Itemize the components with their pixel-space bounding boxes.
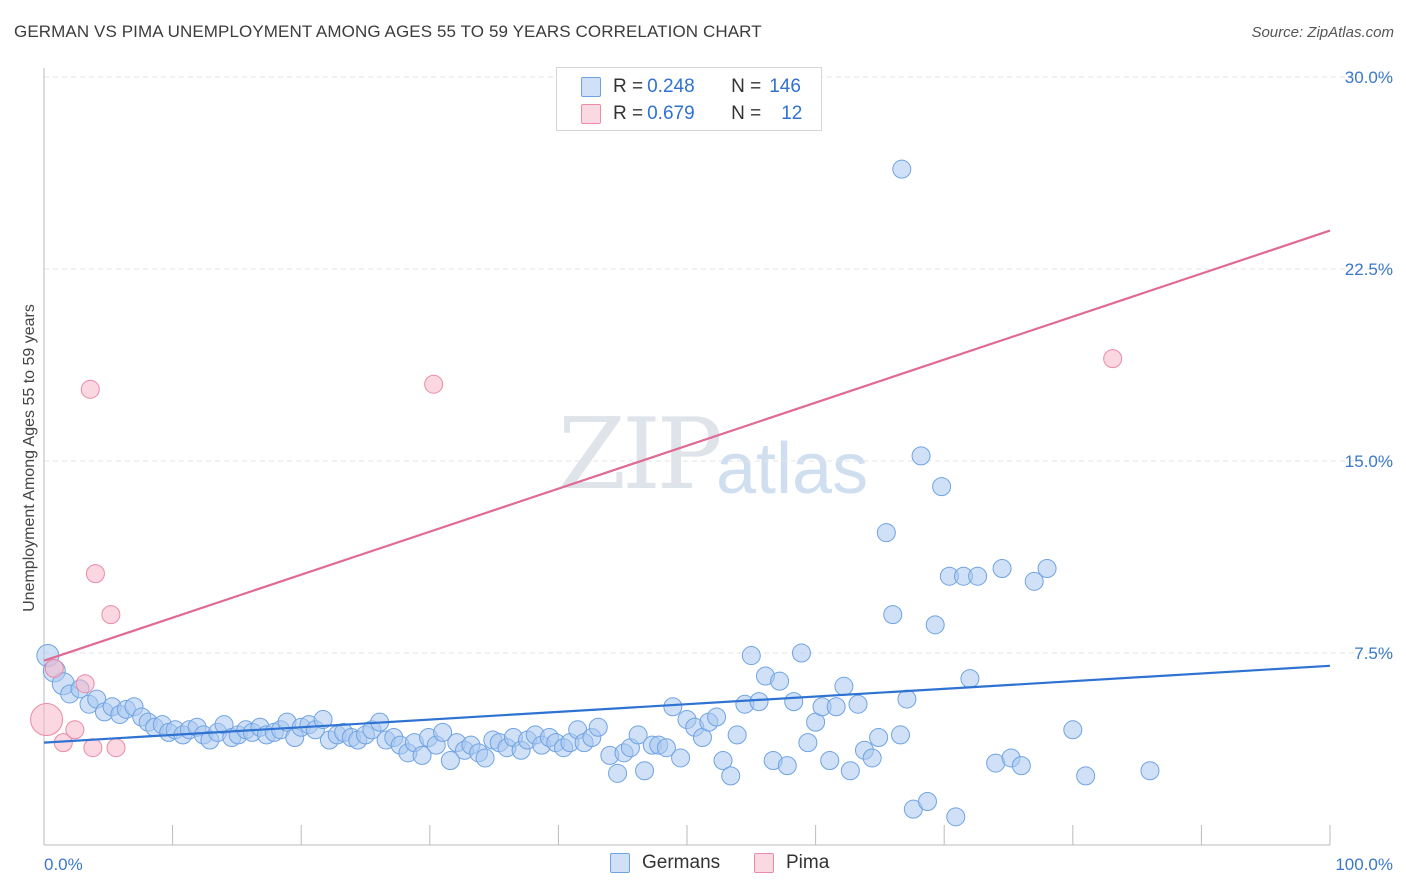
legend-r-label: R = xyxy=(613,76,644,97)
legend-n-label: N = xyxy=(731,103,762,124)
germans-point xyxy=(475,748,495,768)
germans-point xyxy=(635,761,655,781)
pima-point xyxy=(75,674,95,694)
legend-r-label: R = xyxy=(613,103,644,124)
germans-point xyxy=(1076,766,1096,786)
germans-point xyxy=(656,738,676,758)
legend-swatch-germans xyxy=(610,853,630,873)
germans-point xyxy=(412,745,432,765)
series-legend: Germans Pima xyxy=(0,852,1406,876)
germans-point xyxy=(727,725,747,745)
y-tick-label: 15.0% xyxy=(1345,452,1393,471)
source-label: Source: ZipAtlas.com xyxy=(1251,24,1394,41)
pima-point xyxy=(424,374,444,394)
legend-swatch-pima xyxy=(754,853,774,873)
legend-swatch-pima xyxy=(581,104,601,124)
germans-point xyxy=(840,761,860,781)
germans-point xyxy=(1011,756,1031,776)
legend-item-germans: Germans xyxy=(610,852,720,874)
germans-trend-line xyxy=(43,664,1331,744)
germans-point xyxy=(876,523,896,543)
germans-point xyxy=(925,615,945,635)
germans-point xyxy=(960,669,980,689)
germans-point xyxy=(313,710,333,730)
germans-point xyxy=(433,722,453,742)
germans-point xyxy=(671,748,691,768)
germans-point xyxy=(663,697,683,717)
germans-point xyxy=(826,697,846,717)
germans-point xyxy=(588,717,608,737)
germans-point xyxy=(1063,720,1083,740)
pima-point xyxy=(65,720,85,740)
x-tick-label: 100.0% xyxy=(1335,855,1393,874)
germans-point xyxy=(968,566,988,586)
germans-point xyxy=(1024,571,1044,591)
germans-point xyxy=(741,646,761,666)
germans-point xyxy=(946,807,966,827)
germans-point xyxy=(892,159,912,179)
pima-point xyxy=(44,658,64,678)
germans-point xyxy=(791,643,811,663)
germans-point xyxy=(721,766,741,786)
germans-point xyxy=(883,605,903,625)
germans-point xyxy=(862,748,882,768)
pima-point xyxy=(30,703,64,737)
germans-point xyxy=(749,692,769,712)
germans-point xyxy=(834,676,854,696)
germans-point xyxy=(777,756,797,776)
germans-point xyxy=(713,751,733,771)
germans-point xyxy=(917,791,937,811)
pima-point xyxy=(85,564,105,584)
germans-point xyxy=(770,671,790,691)
watermark-atlas: atlas xyxy=(716,429,869,509)
germans-point xyxy=(784,692,804,712)
germans-point xyxy=(820,751,840,771)
x-tick-label: 0.0% xyxy=(44,855,83,874)
legend-n-value: 12 xyxy=(781,103,803,124)
correlation-legend: R = 0.248 N = 146 R = 0.679 N = 12 xyxy=(556,67,822,131)
germans-point xyxy=(628,725,648,745)
germans-point xyxy=(932,477,952,497)
pima-trend-line xyxy=(43,229,1331,662)
germans-point xyxy=(897,689,917,709)
legend-r-value: 0.248 xyxy=(647,76,695,97)
germans-point xyxy=(869,727,889,747)
germans-point xyxy=(1037,559,1057,579)
legend-n-value: 146 xyxy=(769,76,801,97)
legend-label-pima: Pima xyxy=(786,852,830,873)
germans-point xyxy=(890,725,910,745)
y-tick-label: 30.0% xyxy=(1345,68,1393,87)
legend-r-value: 0.679 xyxy=(647,103,695,124)
legend-label-germans: Germans xyxy=(642,852,721,873)
germans-point xyxy=(608,763,628,783)
germans-point xyxy=(848,694,868,714)
legend-row-pima: R = 0.679 N = 12 xyxy=(581,103,802,125)
germans-point xyxy=(440,751,460,771)
germans-point xyxy=(798,733,818,753)
y-tick-label: 22.5% xyxy=(1345,260,1393,279)
y-tick-label: 7.5% xyxy=(1354,644,1393,663)
legend-item-pima: Pima xyxy=(754,852,829,874)
legend-n-label: N = xyxy=(731,76,762,97)
legend-swatch-germans xyxy=(581,77,601,97)
germans-point xyxy=(992,559,1012,579)
germans-point xyxy=(707,707,727,727)
germans-point xyxy=(911,446,931,466)
germans-point xyxy=(1140,761,1160,781)
pima-point xyxy=(80,379,100,399)
pima-point xyxy=(106,738,126,758)
pima-point xyxy=(83,738,103,758)
pima-point xyxy=(101,605,121,625)
chart-title: GERMAN VS PIMA UNEMPLOYMENT AMONG AGES 5… xyxy=(14,22,762,41)
pima-point xyxy=(1103,349,1123,369)
watermark-zip: ZIP xyxy=(558,398,723,512)
legend-row-germans: R = 0.248 N = 146 xyxy=(581,76,801,98)
